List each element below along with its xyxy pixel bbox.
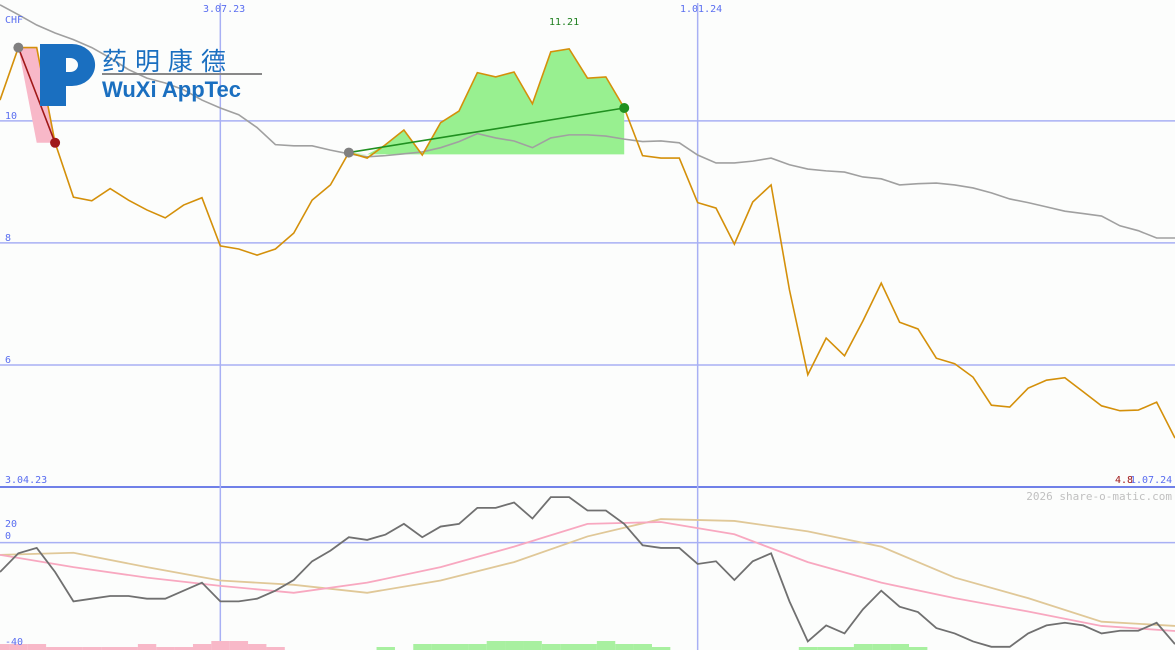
trend-start-marker — [343, 147, 354, 158]
y-tick-label: 8 — [5, 233, 11, 244]
logo-chinese-text: 药 明 康 德 — [102, 47, 226, 76]
price-line — [0, 46, 1175, 439]
volume-bar — [908, 647, 928, 650]
volume-bar — [46, 647, 65, 650]
volume-bar — [119, 647, 138, 650]
volume-bar — [651, 647, 671, 650]
signal-slow-line — [0, 518, 1175, 627]
signal-fast-line — [0, 521, 1175, 632]
volume-bar — [523, 641, 542, 650]
volume-bar — [468, 644, 487, 650]
volume-bar — [578, 644, 597, 650]
gain-area — [348, 48, 625, 155]
logo-p-bowl — [40, 44, 96, 86]
volume-bar — [817, 647, 836, 650]
volume-bar — [596, 641, 616, 650]
x-tick-label: 3.07.23 — [203, 4, 245, 15]
volume-bar — [192, 644, 212, 650]
wuxi-apptec-logo: 药 明 康 德 WuXi AppTec — [40, 44, 262, 106]
volume-bar — [853, 644, 873, 650]
volume-bar — [798, 647, 818, 650]
volume-bar — [9, 644, 28, 650]
x-tick-label: 1.07.24 — [1130, 475, 1172, 486]
volume-bar — [486, 641, 506, 650]
trend-line — [17, 47, 56, 144]
trend-end-marker — [50, 137, 61, 148]
volume-bar — [229, 641, 249, 650]
currency-label: CHF — [5, 15, 23, 26]
x-tick-label: 1.01.24 — [680, 4, 722, 15]
volume-bar — [248, 644, 267, 650]
moving-average-line — [0, 4, 1175, 239]
volume-bar — [431, 644, 451, 650]
osc-tick-label: 20 — [5, 519, 17, 530]
trend-start-marker — [13, 42, 24, 53]
logo-divider — [102, 73, 262, 75]
volume-bar — [633, 644, 652, 650]
osc-tick-label: -40 — [5, 637, 23, 648]
volume-bar — [615, 644, 634, 650]
volume-bar — [541, 644, 561, 650]
watermark: 2026 share-o-matic.com — [1026, 490, 1172, 503]
y-tick-label: 6 — [5, 355, 11, 366]
volume-bar — [449, 644, 469, 650]
volume-bar — [27, 644, 47, 650]
volume-bar — [174, 647, 193, 650]
osc-tick-label: 0 — [5, 531, 11, 542]
volume-bar — [413, 644, 432, 650]
trend-line — [348, 107, 625, 154]
volume-bar — [64, 647, 83, 650]
volume-bar — [156, 647, 175, 650]
volume-bar — [872, 644, 891, 650]
volume-bar — [505, 641, 524, 650]
volume-bar — [890, 644, 910, 650]
last-price-label: 4.8 — [1115, 475, 1133, 486]
oscillator-line — [0, 496, 1175, 648]
volume-bar — [137, 644, 157, 650]
volume-bar — [0, 644, 10, 650]
volume-bar — [835, 647, 854, 650]
volume-bar — [82, 647, 102, 650]
volume-bar — [376, 647, 395, 650]
volume-bar — [101, 647, 120, 650]
y-tick-label: 10 — [5, 111, 17, 122]
volume-bar — [266, 647, 285, 650]
max-price-label: 11.21 — [549, 17, 579, 28]
x-tick-label: 3.04.23 — [5, 475, 47, 486]
logo-english-text: WuXi AppTec — [102, 77, 241, 102]
volume-bar — [560, 644, 579, 650]
volume-bar — [211, 641, 230, 650]
trend-end-marker — [619, 103, 630, 114]
